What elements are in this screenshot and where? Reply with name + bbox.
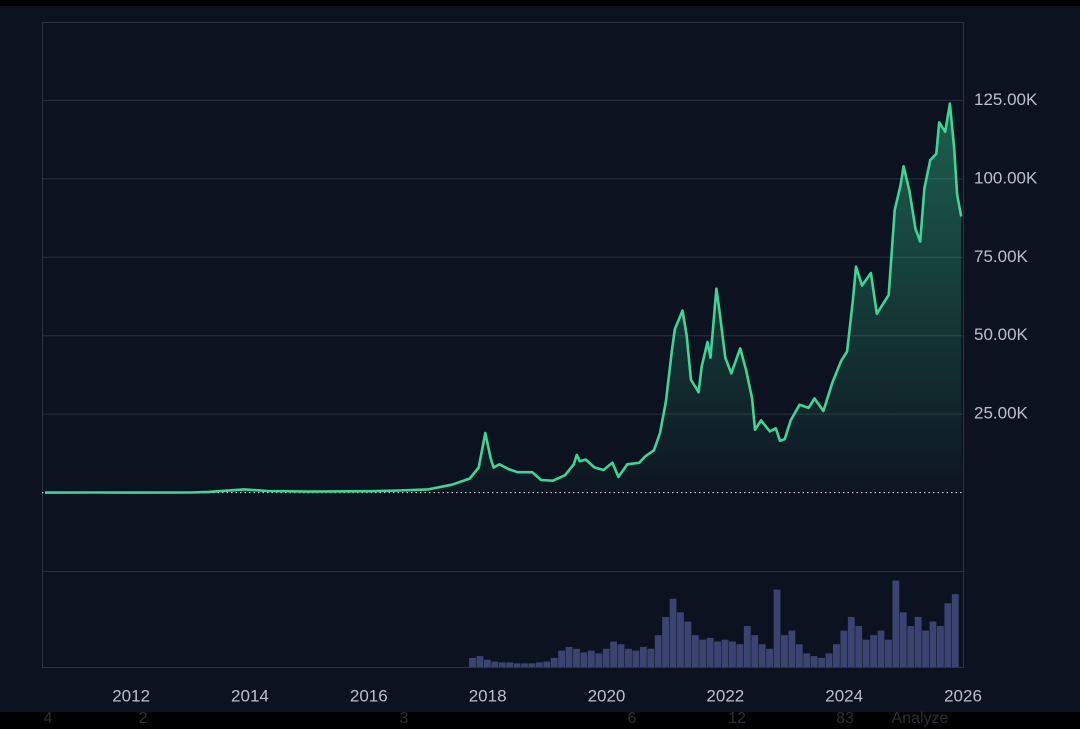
volume-bar [580,652,588,667]
volume-bar [684,621,692,667]
volume-bar [506,662,514,667]
volume-bar [751,635,759,667]
x-tick-label: 2024 [825,686,863,705]
volume-bar [907,626,915,667]
volume-bar [758,644,766,667]
footer-label: 2 [139,710,148,727]
y-tick-label: 25.00K [974,404,1029,423]
volume-bar [669,598,677,667]
y-tick-label: 125.00K [974,90,1038,109]
volume-bar [513,663,521,667]
volume-bar [476,656,484,667]
footer-label: Analyze [892,710,949,727]
x-tick-label: 2016 [350,686,388,705]
volume-bar [833,644,840,667]
volume-bar [825,653,833,667]
footer-label: 6 [628,710,637,727]
price-line [44,102,963,494]
volume-bar [892,580,900,667]
footer-label: 4 [44,710,53,727]
volume-bar [691,635,699,667]
volume-bar [855,626,863,667]
volume-bar [632,650,640,667]
volume-bar [877,630,885,667]
volume-bar [736,644,744,667]
volume-bar [862,639,870,667]
volume-bar [937,626,944,667]
volume-bar [773,589,781,667]
volume-bar [565,646,573,667]
price-plot [44,102,963,494]
axes: 25.00K 50.00K 75.00K 100.00K 125.00K 2012 2014… [112,90,1038,706]
volume-bar [885,639,892,667]
volume-bar [535,662,543,667]
volume-bar [573,648,580,667]
volume-bar [714,641,722,667]
x-tick-label: 2026 [944,686,982,705]
volume-bar [639,646,647,667]
price-area [45,103,962,493]
volume-bar [595,653,603,667]
volume-bar [662,616,670,667]
volume-bar [543,661,551,667]
volume-bar [491,661,499,667]
volume-bar [870,635,877,667]
volume-bar [528,663,536,667]
volume-bar [781,635,788,667]
x-tick-label: 2018 [469,686,507,705]
volume-bar [743,626,751,667]
footer-label: 12 [728,710,746,727]
volume-bar [647,648,655,667]
volume-bar [810,656,818,667]
volume-bar [469,657,476,667]
volume-bar [788,630,796,667]
volume-bar [929,621,937,667]
x-tick-label: 2022 [706,686,744,705]
y-tick-label: 50.00K [974,325,1029,344]
volume-bar [944,603,952,667]
footer-label: 3 [400,710,409,727]
volume-bar [795,644,803,667]
volume-bar [721,639,729,667]
volume-bar [899,612,907,667]
volume-bar [729,641,736,667]
volume-bar [558,650,566,667]
volume-bar [706,637,714,667]
y-tick-label: 100.00K [974,168,1038,187]
plot-frame [42,22,964,668]
volume-bar [847,616,855,667]
footer-label: 83 [836,710,854,727]
volume-bar [840,630,848,667]
volume-bar [498,662,506,667]
footer: 4 2 3 6 12 83 Analyze [44,710,949,727]
x-tick-label: 2014 [231,686,269,705]
volume-bar [483,659,491,667]
x-tick-label: 2020 [588,686,626,705]
volume-bar [766,648,774,667]
volume-bar [803,653,811,667]
volume-bar [602,648,610,667]
volume-bar [914,616,922,667]
volume-bar [521,663,528,667]
volume-bar [587,650,595,667]
volume-bar [625,648,632,667]
y-tick-label: 75.00K [974,247,1029,266]
volume-bar [550,657,558,667]
volume-panel [469,580,959,667]
volume-bar [654,635,662,667]
volume-bar [677,612,684,667]
volume-bar [699,639,707,667]
volume-bar [818,657,825,667]
x-tick-label: 2012 [112,686,150,705]
volume-bar [922,630,929,667]
volume-bar [617,644,625,667]
volume-bar [610,641,618,667]
volume-bar [951,594,959,667]
